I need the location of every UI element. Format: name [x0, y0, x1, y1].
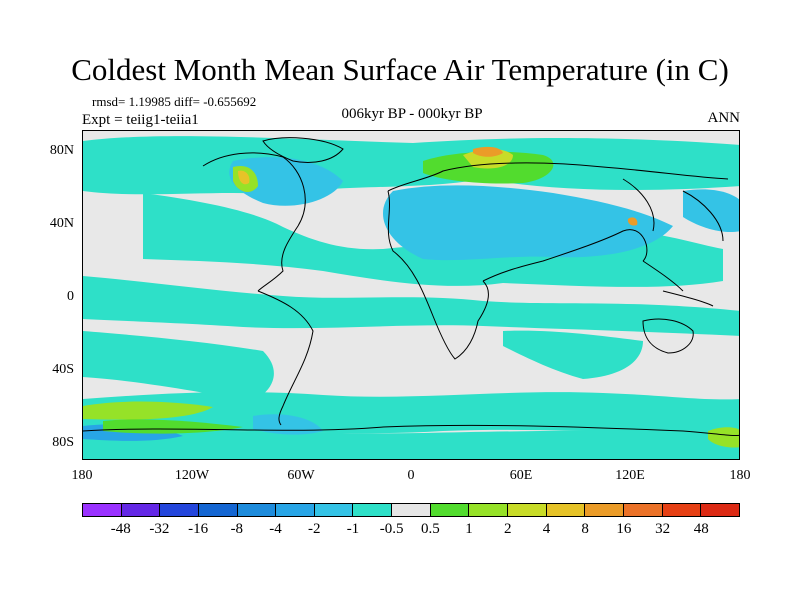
lat-tick-80s: 80S — [52, 435, 74, 450]
colorbar-box — [160, 504, 199, 516]
rmsd-diff-stats: rmsd= 1.19985 diff= -0.655692 — [92, 94, 257, 109]
lon-tick-0: 0 — [407, 468, 415, 483]
map-field-svg — [83, 136, 739, 459]
world-map — [82, 130, 740, 460]
colorbar-box — [623, 504, 663, 516]
colorbar-label: -0.5 — [379, 521, 404, 537]
colorbar-label: -48 — [110, 521, 131, 537]
colorbar-label: -16 — [188, 521, 209, 537]
lat-tick-40n: 40N — [49, 216, 74, 231]
colorbar-box — [508, 504, 547, 516]
colorbar-box — [121, 504, 161, 516]
colorbar-label: -8 — [230, 521, 244, 537]
colorbar-box — [469, 504, 509, 516]
season-label: ANN — [707, 110, 741, 126]
lon-tick-60w: 60W — [287, 468, 315, 483]
experiment-label: Expt = teiig1-teiia1 — [82, 112, 199, 128]
lon-tick-180e: 180 — [729, 468, 751, 483]
lat-tick-40s: 40S — [52, 362, 74, 377]
period-label: 006kyr BP - 000kyr BP — [341, 106, 483, 122]
colorbar-box — [353, 504, 393, 516]
lon-tick-120w: 120W — [174, 468, 210, 483]
colorbar-label: 32 — [655, 521, 671, 537]
coastlines — [83, 137, 739, 436]
colorbar-label: 2 — [504, 521, 512, 537]
colorbar-box — [585, 504, 624, 516]
colorbar-box — [198, 504, 238, 516]
colorbar-box — [83, 504, 122, 516]
colorbar-label: 16 — [616, 521, 632, 537]
warm-anomaly-regions — [83, 146, 739, 448]
lon-tick-120e: 120E — [615, 468, 645, 483]
colorbar-box — [392, 504, 431, 516]
colorbar-box — [237, 504, 277, 516]
colorbar-label: 1 — [465, 521, 473, 537]
lon-tick-180w: 180 — [71, 468, 93, 483]
colorbar-label: -2 — [307, 521, 321, 537]
colorbar — [82, 503, 740, 517]
colorbar-label: 4 — [542, 521, 551, 537]
colorbar-box — [430, 504, 470, 516]
lon-tick-60e: 60E — [509, 468, 533, 483]
colorbar-label: 48 — [693, 521, 709, 537]
colorbar-label: 0.5 — [420, 521, 440, 537]
colorbar-label: -1 — [346, 521, 360, 537]
colorbar-label: -32 — [149, 521, 170, 537]
map-title: Coldest Month Mean Surface Air Temperatu… — [71, 52, 729, 87]
colorbar-box — [701, 504, 739, 516]
colorbar-label: 8 — [581, 521, 589, 537]
colorbar-box — [276, 504, 315, 516]
lat-tick-80n: 80N — [49, 143, 74, 158]
colorbar-box — [314, 504, 354, 516]
moderate-cool-regions — [83, 157, 739, 441]
lat-tick-0: 0 — [67, 289, 74, 304]
colorbar-box — [546, 504, 586, 516]
colorbar-label: -4 — [269, 521, 282, 537]
colorbar-box — [662, 504, 702, 516]
